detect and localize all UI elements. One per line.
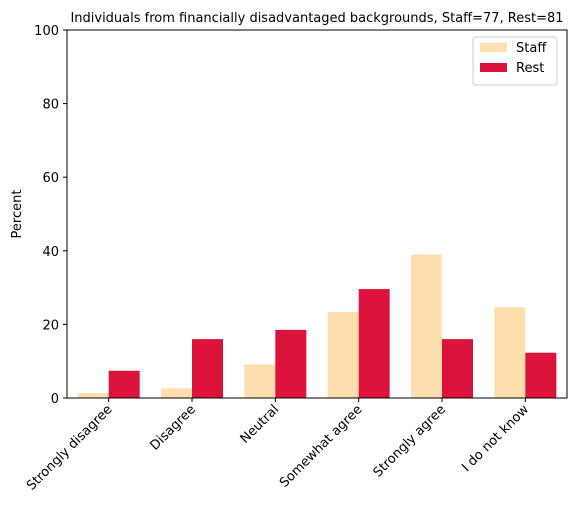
x-tick-label-5: I do not know: [459, 402, 532, 475]
legend-swatch-rest: [480, 63, 507, 72]
y-axis-ticks: 0 20 40 60 80 100: [34, 24, 67, 407]
y-tick-label-100: 100: [34, 24, 59, 39]
bar-staff-2: [244, 364, 276, 398]
bar-staff-4: [411, 254, 442, 398]
x-tick-label-0: Strongly disagree: [24, 402, 115, 493]
y-tick-label-0: 0: [51, 392, 59, 407]
x-tick-label-1: Disagree: [147, 402, 198, 453]
x-tick-label-3: Somewhat agree: [277, 402, 366, 491]
x-axis-ticks: Strongly disagree Disagree NeutralSomewhat…: [24, 398, 532, 494]
chart-title: Individuals from financially disadvantag…: [70, 11, 563, 26]
bar-rest-4: [442, 339, 473, 398]
plot-frame: [66, 29, 568, 399]
bar-staff-5: [494, 307, 526, 398]
legend-label-staff: Staff: [516, 41, 547, 56]
bar-staff-0: [77, 393, 109, 398]
x-tick-label-2: Neutral: [238, 402, 283, 447]
bar-rest-3: [358, 289, 390, 398]
bars-group: [77, 254, 557, 398]
bar-staff-1: [161, 388, 192, 398]
y-axis-title: Percent: [10, 190, 25, 239]
y-tick-label-60: 60: [42, 171, 59, 186]
legend: Staff Rest: [472, 36, 558, 86]
bar-rest-2: [275, 329, 307, 398]
y-tick-label-20: 20: [42, 318, 59, 333]
bar-rest-5: [525, 352, 557, 398]
legend-swatch-staff: [480, 43, 507, 52]
y-tick-label-80: 80: [42, 98, 59, 113]
bar-rest-1: [192, 339, 223, 398]
x-tick-label-4: Strongly agree: [371, 402, 449, 480]
bar-staff-3: [327, 311, 359, 398]
y-tick-label-40: 40: [42, 245, 59, 260]
legend-label-rest: Rest: [516, 61, 544, 76]
bar-rest-0: [108, 370, 140, 398]
